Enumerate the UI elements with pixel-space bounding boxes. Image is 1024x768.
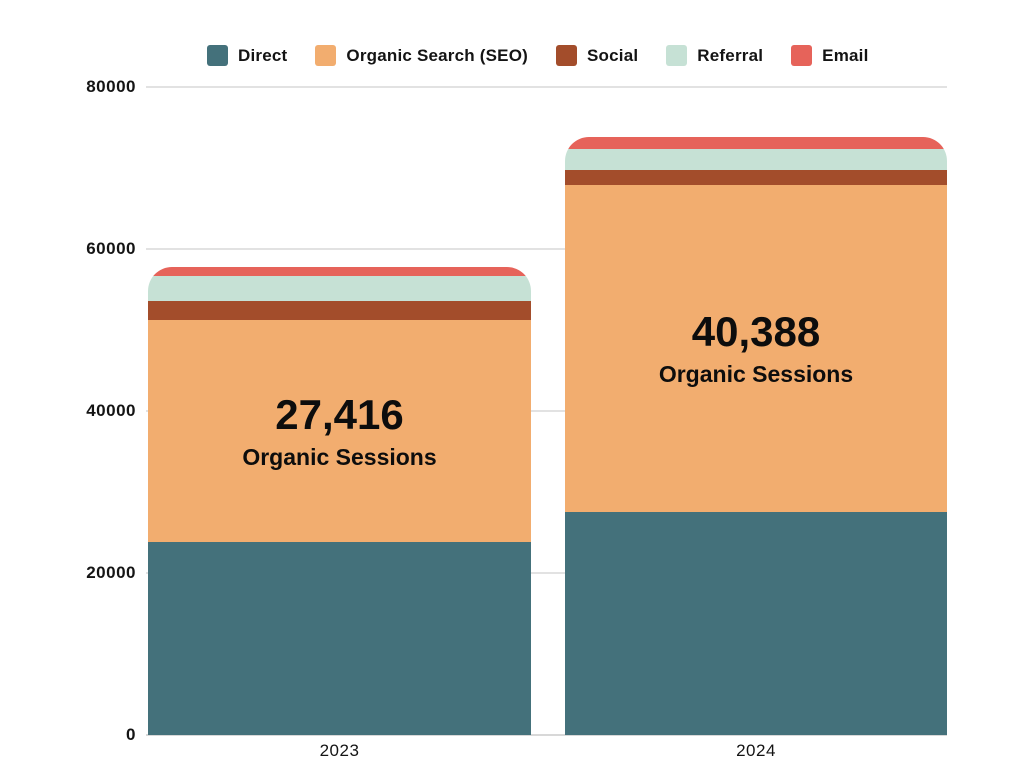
legend-label-direct: Direct (238, 45, 288, 65)
bar-segment-referral-2024 (565, 149, 947, 170)
x-axis-label-2023: 2023 (319, 741, 360, 760)
bar-segment-organic-search-seo-2023: 27,416 Organic Sessions (148, 320, 531, 542)
bar-segment-email-2023 (148, 267, 531, 276)
legend-swatch-direct (207, 45, 228, 66)
legend-label-organic-search-seo: Organic Search (SEO) (346, 45, 529, 65)
bar-segment-direct-2023 (148, 542, 531, 735)
y-axis-tick-label-80000: 80000 (86, 77, 136, 96)
legend-item-referral: Referral (666, 45, 763, 66)
legend-label-social: Social (587, 45, 639, 65)
bar-2023: 27,416 Organic Sessions (148, 267, 531, 735)
legend-item-direct: Direct (207, 45, 287, 66)
bar-value-subtitle-2024: Organic Sessions (658, 361, 854, 388)
legend-swatch-social (556, 45, 578, 66)
legend: Direct Organic Search (SEO) Social Referral… (207, 45, 869, 66)
gridline-60000 (146, 248, 947, 250)
gridline-40000 (146, 410, 947, 412)
bar-segment-referral-2023 (148, 276, 531, 301)
bar-segment-organic-search-seo-2024: 40,388 Organic Sessions (565, 185, 947, 512)
y-axis-tick-label-40000: 40000 (86, 401, 136, 420)
bar-segment-social-2024 (565, 170, 947, 185)
y-axis-tick-label-60000: 60000 (86, 239, 136, 258)
bar-value-label-2023: 27,416 (275, 390, 404, 438)
bar-2024: 40,388 Organic Sessions (565, 137, 947, 735)
x-axis-label-2024: 2024 (736, 741, 776, 760)
legend-item-email: Email (791, 45, 868, 66)
gridline-80000 (146, 86, 947, 88)
bar-segment-social-2023 (148, 301, 531, 320)
legend-item-social: Social (556, 45, 638, 66)
bar-segment-direct-2024 (565, 512, 947, 735)
bar-value-subtitle-2023: Organic Sessions (242, 443, 437, 470)
legend-item-organic-search-seo: Organic Search (SEO) (315, 45, 528, 66)
legend-label-email: Email (822, 45, 869, 65)
y-axis-tick-label-20000: 20000 (86, 563, 136, 582)
legend-swatch-referral (666, 45, 688, 66)
legend-label-referral: Referral (697, 45, 764, 65)
x-axis-line (146, 734, 947, 736)
bar-value-label-2024: 40,388 (691, 308, 821, 356)
legend-swatch-email (791, 45, 813, 66)
bar-segment-email-2024 (565, 137, 947, 149)
legend-swatch-organic-search-seo (315, 45, 337, 66)
gridline-20000 (146, 572, 947, 574)
y-axis-tick-label-0: 0 (126, 725, 136, 744)
